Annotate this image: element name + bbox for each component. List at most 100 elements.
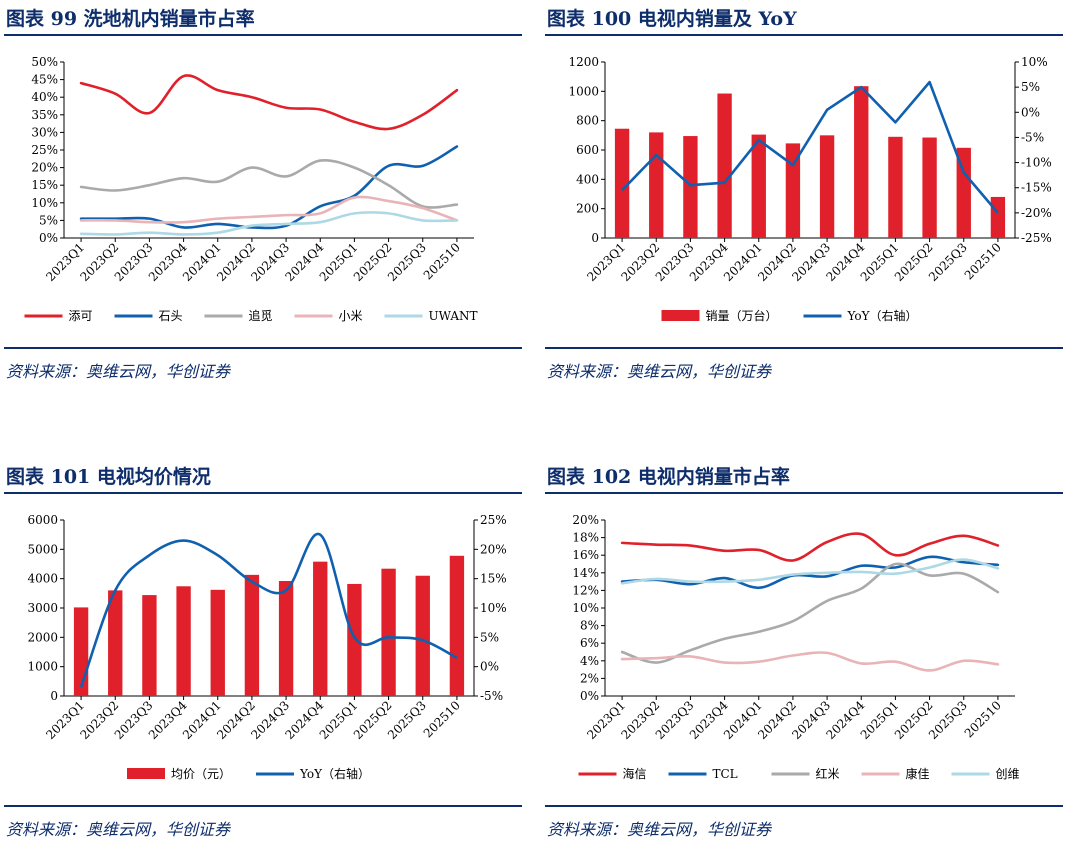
y-tick-label: 10% [31, 196, 58, 210]
legend-label: 均价（元） [171, 767, 231, 781]
y2-tick-label: 20% [480, 542, 507, 556]
y2-tick-label: 10% [480, 601, 507, 615]
series-line [81, 75, 457, 129]
y2-tick-label: 5% [480, 630, 499, 644]
legend-label: 小米 [339, 309, 363, 323]
bar [245, 575, 259, 696]
bar [211, 590, 225, 696]
chart-panel-99: 图表 99 洗地机内销量市占率 0%5%10%15%20%25%30%35%40… [4, 2, 524, 392]
y-tick-label: 8% [580, 619, 599, 633]
y-tick-label: 1200 [568, 55, 599, 69]
chart-plot: 0%2%4%6%8%10%12%14%16%18%20%2023Q12023Q2… [545, 498, 1065, 798]
legend-label: 康佳 [906, 766, 930, 781]
y-tick-label: 600 [576, 143, 599, 157]
y-tick-label: 16% [572, 548, 599, 562]
x-tick-label: 202510 [962, 698, 1004, 740]
title-divider [545, 492, 1063, 494]
y-tick-label: 800 [576, 114, 599, 128]
legend-label: UWANT [429, 309, 478, 323]
legend-swatch [662, 310, 700, 321]
y-tick-label: 10% [572, 601, 599, 615]
y-tick-label: 35% [31, 108, 58, 122]
source-note: 资料来源：奥维云网，华创证券 [6, 816, 230, 840]
y2-tick-label: 15% [480, 572, 507, 586]
series-line [81, 160, 457, 207]
x-tick-label: 2025Q3 [385, 698, 429, 742]
y-tick-label: 0 [50, 689, 58, 703]
legend-label: 创维 [996, 767, 1020, 781]
y-tick-label: 5000 [27, 542, 58, 556]
y2-tick-label: 10% [1021, 55, 1048, 69]
legend-label: YoY（右轴） [847, 308, 918, 323]
bar [991, 197, 1005, 238]
y-tick-label: 200 [576, 202, 599, 216]
title-divider [4, 492, 522, 494]
bar [717, 94, 731, 238]
bar [854, 86, 868, 238]
title-divider [4, 34, 522, 36]
source-note: 资料来源：奥维云网，华创证券 [6, 358, 230, 382]
y2-tick-label: -10% [1021, 156, 1052, 170]
y-tick-label: 400 [576, 172, 599, 186]
bar [381, 569, 395, 696]
chart-title: 图表 100 电视内销量及 YoY [547, 4, 797, 31]
y2-tick-label: -25% [1021, 231, 1052, 245]
y-tick-label: 6000 [27, 513, 58, 527]
source-divider [4, 347, 522, 349]
y2-tick-label: -5% [480, 689, 503, 703]
series-line [622, 560, 998, 584]
legend-label: 石头 [159, 309, 183, 323]
source-divider [545, 805, 1063, 807]
y2-tick-label: 0% [480, 660, 499, 674]
y-tick-label: 1000 [568, 84, 599, 98]
chart-plot: 020040060080010001200-25%-20%-15%-10%-5%… [545, 40, 1065, 340]
x-tick-label: 2025Q3 [385, 240, 429, 284]
chart-plot: 0%5%10%15%20%25%30%35%40%45%50%2023Q1202… [4, 40, 524, 340]
y2-tick-label: 0% [1021, 105, 1040, 119]
bar [922, 138, 936, 238]
y2-tick-label: -5% [1021, 130, 1044, 144]
source-note: 资料来源：奥维云网，华创证券 [547, 358, 771, 382]
y-tick-label: 45% [31, 73, 58, 87]
legend-label: 红米 [816, 766, 840, 781]
bar [416, 576, 430, 696]
y-tick-label: 18% [572, 531, 599, 545]
y-tick-label: 2% [580, 671, 599, 685]
bar [142, 595, 156, 696]
y-tick-label: 50% [31, 55, 58, 69]
bar [74, 607, 88, 696]
y-tick-label: 2000 [27, 630, 58, 644]
y-tick-label: 4% [580, 654, 599, 668]
bar [108, 590, 122, 696]
y-tick-label: 14% [572, 566, 599, 580]
title-divider [545, 34, 1063, 36]
y2-tick-label: -20% [1021, 206, 1052, 220]
legend-label: YoY（右轴） [299, 766, 370, 781]
y-tick-label: 0% [580, 689, 599, 703]
source-divider [545, 347, 1063, 349]
chart-plot: 0100020003000400050006000-5%0%5%10%15%20… [4, 498, 524, 798]
x-tick-label: 202510 [421, 698, 463, 740]
y-tick-label: 4000 [27, 572, 58, 586]
y-tick-label: 12% [572, 583, 599, 597]
legend-swatch [127, 768, 165, 779]
x-tick-label: 2025Q3 [926, 240, 970, 284]
bar [683, 136, 697, 238]
y-tick-label: 30% [31, 125, 58, 139]
bar [347, 584, 361, 696]
y-tick-label: 25% [31, 143, 58, 157]
y2-tick-label: 25% [480, 513, 507, 527]
y-tick-label: 3000 [27, 601, 58, 615]
yoy-line [81, 534, 457, 687]
y-tick-label: 0 [591, 231, 599, 245]
yoy-line [622, 82, 998, 213]
x-tick-label: 2025Q3 [926, 698, 970, 742]
legend-label: 添可 [69, 309, 93, 323]
source-divider [4, 805, 522, 807]
bar [649, 132, 663, 238]
legend-label: 销量（万台） [706, 308, 778, 323]
y-tick-label: 15% [31, 178, 58, 192]
y-tick-label: 0% [39, 231, 58, 245]
bar [752, 135, 766, 238]
